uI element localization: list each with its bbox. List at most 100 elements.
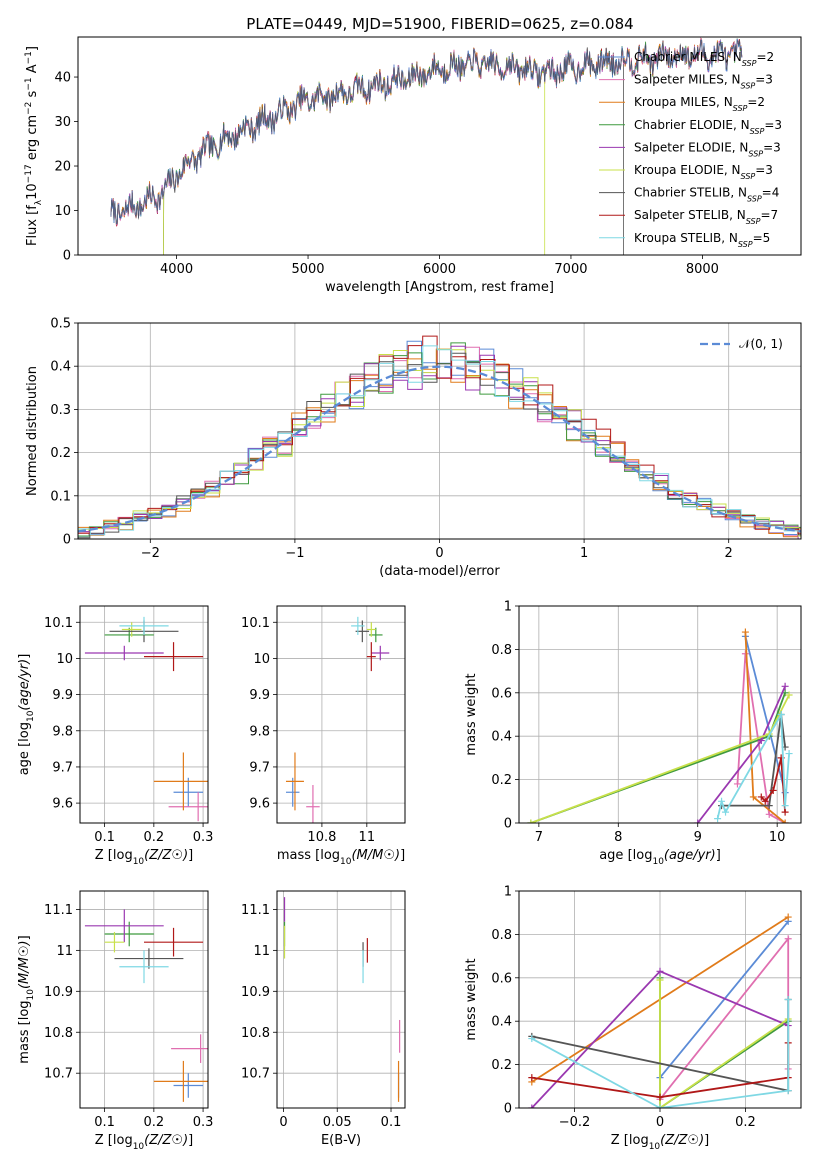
- weight-marker: [656, 967, 664, 975]
- y-tick-label: 30: [54, 115, 71, 130]
- y-tick-label: 10: [253, 652, 270, 667]
- y-tick-label: 10.1: [241, 616, 270, 631]
- y-tick-label: 0.8: [491, 928, 512, 943]
- x-tick-label: 0.2: [144, 830, 165, 845]
- y-tick-label: 11.1: [44, 903, 73, 918]
- chart-weight_vs_age: 7 8 9 10 0 0.2 0.4 0.6 0.8 1 age [log10(age/yr)] ma…: [464, 600, 802, 867]
- weight-marker: [733, 780, 741, 788]
- weight-marker: [656, 1104, 664, 1108]
- chart-age_vs_Z: 0.1 0.2 0.3 9.6 9.7 9.8 9.9 10 10.1 Z [log10(Z/Z☉…: [17, 605, 214, 867]
- weight-line-kroupa-stelib: [716, 711, 790, 819]
- weight-line-salpeter-miles: [659, 936, 790, 1100]
- x-tick-label: 0.3: [193, 830, 214, 845]
- x-tick-label: 0.2: [735, 1115, 756, 1130]
- plot-area: [84, 616, 208, 822]
- weight-marker: [769, 786, 777, 794]
- weight-marker: [741, 628, 749, 636]
- y-tick-label: 11.1: [241, 903, 270, 918]
- axes-frame: [518, 605, 802, 824]
- x-tick-label: 0: [435, 546, 443, 561]
- x-tick-label: 10: [769, 830, 786, 845]
- weight-marker: [765, 810, 773, 818]
- y-tick-label: 9.9: [249, 688, 270, 703]
- weight-marker: [777, 711, 785, 718]
- y-tick-label: 10.7: [241, 1067, 270, 1082]
- plot-area: [110, 37, 743, 255]
- y-tick-label: 20: [54, 160, 71, 175]
- x-tick-label: 2: [725, 546, 733, 561]
- y-tick-label: 0.6: [491, 686, 512, 701]
- weight-marker: [757, 793, 765, 801]
- x-tick-label: 0.1: [381, 1115, 402, 1130]
- plot-area: [78, 335, 801, 539]
- y-tick-label: 0.5: [50, 317, 71, 332]
- x-tick-label: 4000: [160, 262, 193, 277]
- y-tick-label: 0: [63, 249, 71, 264]
- x-tick-label: 0: [656, 1115, 664, 1130]
- x-tick-label: 11: [359, 830, 376, 845]
- x-tick-label: 9: [694, 830, 702, 845]
- weight-marker: [784, 935, 792, 943]
- y-tick-label: 0.1: [50, 489, 71, 504]
- weight-marker: [781, 819, 789, 823]
- weight-marker: [781, 682, 789, 690]
- legend-label: Kroupa MILES, NSSP=2: [634, 95, 765, 113]
- x-tick-label: 0.1: [94, 1115, 115, 1130]
- x-tick-label: −0.2: [559, 1115, 591, 1130]
- weight-marker: [785, 691, 793, 699]
- plot-area: [283, 897, 401, 1102]
- weight-marker: [757, 737, 765, 745]
- legend-label: 𝒩(0, 1): [739, 337, 783, 351]
- x-axis-label: wavelength [Angstrom, rest frame]: [325, 280, 554, 295]
- y-tick-label: 0.2: [491, 773, 512, 788]
- y-tick-label: 0.6: [491, 971, 512, 986]
- x-axis-label: age [log10(age/yr)]: [599, 848, 721, 867]
- y-axis-label: mass weight: [464, 958, 479, 1040]
- x-axis-label: Z [log10(Z/Z☉)]: [95, 1133, 193, 1152]
- weight-marker: [656, 1093, 664, 1101]
- y-tick-label: 10.8: [44, 1026, 73, 1041]
- weight-line-salpeter-miles: [736, 653, 786, 823]
- weight-line-chabrier-stelib: [721, 714, 786, 807]
- y-tick-label: 0.2: [491, 1058, 512, 1073]
- x-tick-label: 0.05: [323, 1115, 352, 1130]
- y-tick-label: 10.7: [44, 1067, 73, 1082]
- x-axis-label: (data-model)/error: [379, 564, 500, 579]
- legend-label: Chabrier STELIB, NSSP=4: [634, 186, 779, 204]
- x-tick-label: 7: [535, 830, 543, 845]
- y-tick-label: 9.6: [249, 797, 270, 812]
- chart-weight_vs_Z: −0.2 0 0.2 0 0.2 0.4 0.6 0.8 1 Z [log10(Z/Z☉)] mas…: [464, 885, 802, 1152]
- plot-area: [527, 628, 793, 823]
- x-axis-label: mass [log10(M/M☉)]: [277, 848, 405, 867]
- x-axis-label: Z [log10(Z/Z☉)]: [95, 848, 193, 867]
- axes-frame: [79, 605, 209, 824]
- y-tick-label: 40: [54, 71, 71, 86]
- y-tick-label: 1: [504, 885, 512, 900]
- weight-line-kroupa-elodie: [659, 980, 789, 1108]
- legend: Chabrier MILES, NSSP=2 Salpeter MILES, NS…: [599, 50, 782, 248]
- weight-marker: [784, 996, 792, 1003]
- chart-mass_vs_Z: 0.1 0.2 0.3 10.7 10.8 10.9 11 11.1 Z [log10(Z/Z☉…: [17, 890, 213, 1152]
- x-tick-label: 5000: [291, 262, 324, 277]
- chart-residuals: −2 −1 0 1 2 0 0.1 0.2 0.3 0.4 0.5 (data-model)/erro…: [25, 317, 802, 579]
- x-tick-label: 0.2: [144, 1115, 165, 1130]
- weight-marker: [718, 797, 726, 805]
- weight-line-kroupa-elodie: [530, 694, 790, 823]
- weight-marker: [781, 802, 789, 810]
- x-axis-label: E(B-V): [321, 1133, 361, 1148]
- y-axis-label: Normed distribution: [25, 366, 40, 496]
- y-axis-label: Flux [fλ10−17 erg cm−2 s−1 A−1]: [24, 46, 44, 246]
- weight-marker: [765, 802, 773, 810]
- y-tick-label: 9.7: [249, 760, 270, 775]
- weight-marker: [528, 1035, 536, 1043]
- plot-area: [84, 909, 208, 1102]
- chart-spectrum: 4000 5000 6000 7000 8000 0 10 20 30 40 wavelength …: [24, 36, 802, 295]
- y-tick-label: 0.8: [491, 643, 512, 658]
- weight-marker: [781, 808, 789, 816]
- weight-marker: [785, 750, 793, 758]
- legend-label: Chabrier MILES, NSSP=2: [634, 50, 774, 68]
- y-tick-label: 9.8: [249, 724, 270, 739]
- weight-marker: [714, 815, 722, 823]
- weight-marker: [761, 797, 769, 805]
- x-tick-label: −1: [285, 546, 304, 561]
